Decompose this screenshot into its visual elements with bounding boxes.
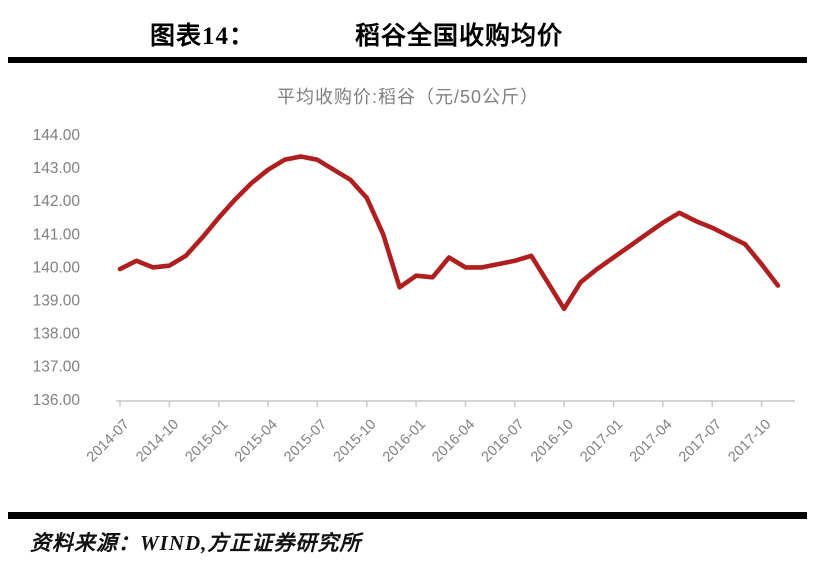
y-axis-tick-label: 143.00 <box>33 160 81 177</box>
x-axis-tick-label: 2015-07 <box>281 417 330 466</box>
x-axis-tick-label: 2017-07 <box>676 417 725 466</box>
y-axis-tick-label: 142.00 <box>33 193 81 210</box>
x-axis-tick-label: 2014-07 <box>84 417 133 466</box>
y-axis-tick-label: 137.00 <box>33 359 81 376</box>
y-axis-tick-label: 139.00 <box>33 293 81 310</box>
x-axis-tick-label: 2017-04 <box>627 417 676 466</box>
x-axis-tick-label: 2015-04 <box>232 417 281 466</box>
x-axis-tick-label: 2016-01 <box>380 417 429 466</box>
figure-header: 图表14： 稻谷全国收购均价 <box>150 16 563 52</box>
footer-divider <box>8 512 807 519</box>
x-axis-tick-label: 2017-01 <box>577 417 626 466</box>
y-axis-tick-label: 144.00 <box>33 127 81 144</box>
x-axis-tick-label: 2014-10 <box>133 417 182 466</box>
header-divider <box>8 57 807 63</box>
chart-title: 平均收购价:稻谷（元/50公斤） <box>276 87 540 107</box>
y-axis-tick-label: 136.00 <box>33 392 81 409</box>
x-axis-tick-label: 2016-10 <box>528 417 577 466</box>
price-line-series <box>117 154 781 312</box>
x-axis-tick-label: 2016-04 <box>429 417 478 466</box>
figure-title: 稻谷全国收购均价 <box>355 23 564 50</box>
y-axis-tick-label: 140.00 <box>33 259 81 276</box>
source-note: 资料来源：WIND,方正证券研究所 <box>30 531 362 555</box>
x-axis-tick-label: 2016-07 <box>479 417 528 466</box>
y-axis-tick-label: 138.00 <box>33 326 81 343</box>
x-axis-tick-label: 2015-10 <box>331 417 380 466</box>
line-chart-canvas: 144.00 143.00 142.00 141.00 140.00 139.00 138.… <box>33 127 795 466</box>
x-axis-tick-label: 2015-01 <box>183 417 232 466</box>
x-axis-tick-label: 2017-10 <box>725 417 774 466</box>
figure-label: 图表14： <box>150 23 256 50</box>
y-axis-tick-label: 141.00 <box>33 226 81 243</box>
